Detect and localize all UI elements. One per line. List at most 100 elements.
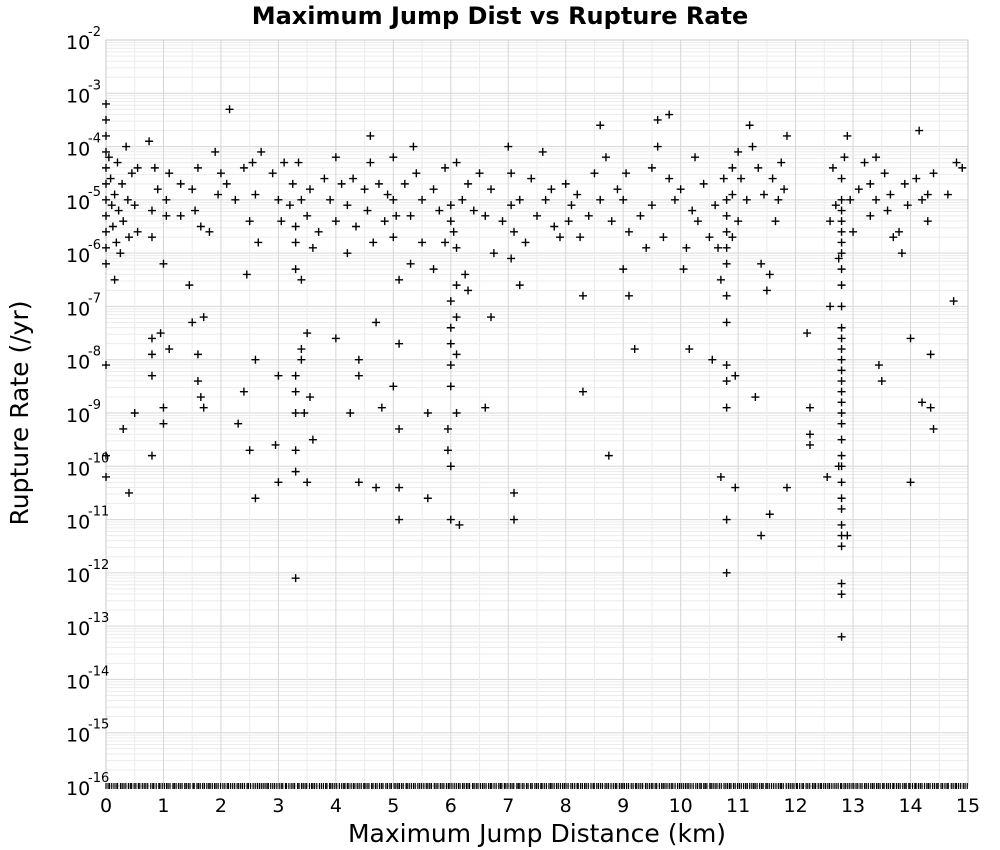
data-point <box>205 227 214 236</box>
x-tick-label: 2 <box>215 795 227 817</box>
data-point <box>926 350 935 359</box>
data-point <box>877 377 886 386</box>
data-point <box>251 355 260 364</box>
data-point <box>840 153 849 162</box>
data-point <box>624 291 633 300</box>
x-tick-label: 8 <box>560 795 572 817</box>
data-point <box>234 419 243 428</box>
y-tick-base: 10 <box>66 245 90 267</box>
data-point <box>874 361 883 370</box>
data-point <box>541 195 550 204</box>
data-point <box>538 147 547 156</box>
data-point <box>765 270 774 279</box>
data-point <box>722 195 731 204</box>
data-point <box>193 163 202 172</box>
data-point <box>777 158 786 167</box>
y-tick-exponent: -14 <box>88 664 109 679</box>
data-point <box>112 238 121 247</box>
data-point <box>722 259 731 268</box>
data-point <box>768 174 777 183</box>
data-point <box>716 472 725 481</box>
data-point <box>124 233 133 242</box>
data-point <box>510 227 519 236</box>
data-point <box>127 169 136 178</box>
data-point <box>216 169 225 178</box>
y-tick-exponent: -10 <box>88 451 109 466</box>
data-point <box>837 249 846 258</box>
data-point <box>452 409 461 417</box>
data-point <box>423 494 432 503</box>
data-point <box>837 632 846 641</box>
data-point <box>294 158 303 167</box>
data-point <box>119 424 128 433</box>
data-point <box>400 179 409 188</box>
data-point <box>805 430 814 439</box>
data-point <box>837 520 846 529</box>
data-point <box>958 163 967 172</box>
y-tick-base: 10 <box>66 671 90 693</box>
data-point <box>515 195 524 204</box>
data-point <box>533 211 541 220</box>
y-tick-exponent: -3 <box>88 78 101 93</box>
data-point <box>452 158 461 167</box>
data-point <box>823 472 832 481</box>
data-point <box>452 313 461 322</box>
y-tick-base: 10 <box>66 458 90 480</box>
data-point <box>277 217 286 226</box>
data-point <box>351 222 360 231</box>
y-tick-label: 10-9 <box>66 398 101 427</box>
data-point <box>102 472 110 481</box>
y-tick-base: 10 <box>66 139 90 161</box>
data-point <box>389 195 398 204</box>
chart-title: Maximum Jump Dist vs Rupture Rate <box>252 2 749 30</box>
data-point <box>573 190 582 199</box>
data-point <box>636 211 645 220</box>
y-tick-exponent: -15 <box>88 718 109 733</box>
data-point <box>550 222 559 231</box>
x-tick-label: 12 <box>784 795 808 817</box>
x-tick-label: 5 <box>387 795 399 817</box>
data-point <box>860 158 869 167</box>
data-point <box>308 435 317 444</box>
data-point <box>123 195 132 204</box>
y-tick-base: 10 <box>66 725 90 747</box>
data-point <box>297 275 306 284</box>
data-points <box>102 99 967 641</box>
data-point <box>510 488 519 497</box>
data-point <box>291 371 300 380</box>
y-tick-exponent: -13 <box>88 611 109 626</box>
floor-points <box>105 783 968 789</box>
y-tick-exponent: -7 <box>88 291 101 306</box>
x-tick-labels: 0 1 2 3 4 5 6 7 8 9 10 11 12 13 14 15 <box>100 795 980 817</box>
data-point <box>843 131 852 140</box>
y-tick-label: 10-14 <box>66 664 109 693</box>
data-point <box>653 115 662 124</box>
data-point <box>903 201 912 210</box>
data-point <box>837 579 846 588</box>
data-point <box>805 403 814 412</box>
data-point <box>584 211 593 220</box>
data-point <box>274 195 283 204</box>
data-point <box>251 190 260 199</box>
data-point <box>665 110 674 119</box>
data-point <box>837 409 846 417</box>
data-point <box>866 179 875 188</box>
data-point <box>343 249 352 258</box>
data-point <box>900 179 909 188</box>
data-point <box>369 238 378 247</box>
data-point <box>897 249 906 258</box>
data-point <box>458 195 467 204</box>
data-point <box>693 217 702 226</box>
data-point <box>837 478 846 487</box>
data-point <box>288 179 297 188</box>
data-point <box>291 265 300 274</box>
data-point <box>722 318 731 327</box>
data-point <box>742 195 751 204</box>
data-point <box>308 243 317 252</box>
data-point <box>831 201 840 210</box>
data-point <box>734 217 743 226</box>
data-point <box>245 446 254 455</box>
data-point <box>659 233 668 242</box>
data-point <box>837 281 846 290</box>
data-point <box>274 371 283 380</box>
